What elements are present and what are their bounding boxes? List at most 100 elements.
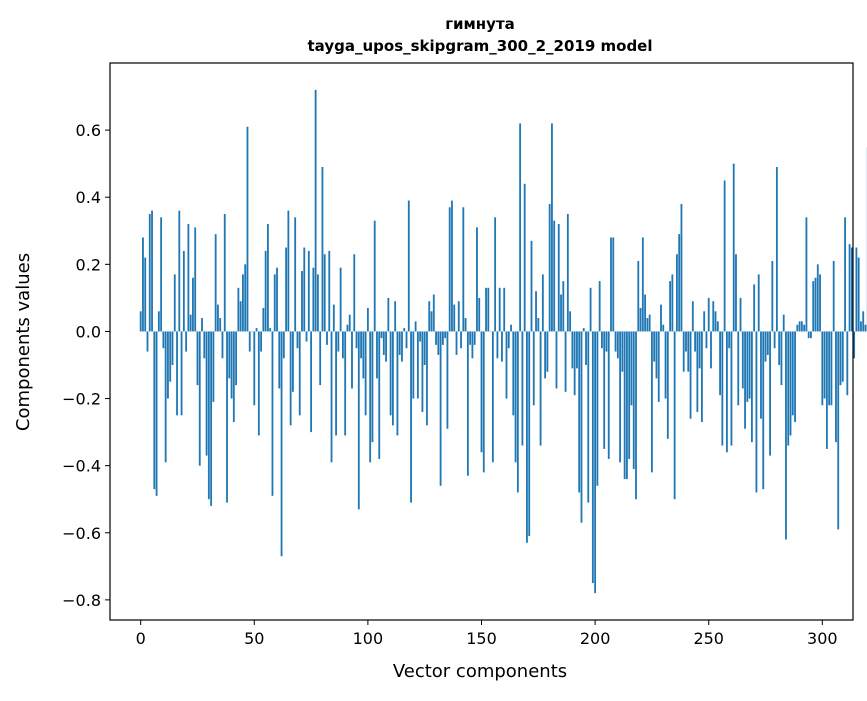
bar-104	[376, 331, 378, 378]
bar-106	[381, 331, 383, 338]
bar-219	[637, 261, 639, 331]
bar-200	[594, 331, 596, 593]
bar-31	[210, 331, 212, 505]
bar-294	[808, 331, 810, 338]
chart-title: гимнута	[445, 15, 515, 33]
bar-56	[267, 224, 269, 331]
bar-111	[392, 331, 394, 425]
bar-64	[285, 248, 287, 332]
bar-209	[615, 331, 617, 351]
bar-77	[315, 90, 317, 332]
bar-2	[144, 258, 146, 332]
bar-223	[646, 318, 648, 331]
bar-226	[653, 331, 655, 361]
bar-84	[331, 331, 333, 462]
bar-179	[546, 331, 548, 371]
bar-156	[494, 217, 496, 331]
bar-4	[149, 214, 151, 331]
bar-290	[799, 321, 801, 331]
bar-237	[678, 234, 680, 331]
bar-249	[706, 331, 708, 348]
bar-129	[433, 295, 435, 332]
bar-273	[760, 331, 762, 418]
x-tick-label: 200	[580, 629, 611, 648]
bar-12	[167, 331, 169, 398]
bar-124	[422, 331, 424, 412]
bar-208	[612, 237, 614, 331]
bar-109	[387, 298, 389, 332]
bar-304	[831, 331, 833, 405]
bar-105	[378, 331, 380, 459]
x-tick-label: 50	[244, 629, 264, 648]
bar-286	[790, 331, 792, 435]
bar-206	[608, 331, 610, 459]
bar-70	[299, 331, 301, 415]
bar-71	[301, 271, 303, 331]
bar-243	[692, 301, 694, 331]
bar-295	[810, 331, 812, 338]
bar-234	[671, 274, 673, 331]
bar-132	[440, 331, 442, 485]
bar-133	[442, 331, 444, 344]
bar-274	[762, 331, 764, 489]
bar-113	[397, 331, 399, 435]
bar-211	[619, 331, 621, 462]
bar-148	[476, 227, 478, 331]
bar-296	[812, 281, 814, 331]
bar-163	[510, 325, 512, 332]
bar-268	[749, 331, 751, 398]
bar-250	[708, 298, 710, 332]
bar-85	[333, 305, 335, 332]
bar-48	[249, 331, 251, 351]
bar-178	[544, 331, 546, 378]
bar-301	[824, 331, 826, 398]
bar-175	[537, 318, 539, 331]
bar-100	[367, 308, 369, 331]
bar-66	[290, 331, 292, 425]
bar-94	[353, 254, 355, 331]
bar-21	[187, 224, 189, 331]
bar-225	[651, 331, 653, 472]
bar-116	[403, 328, 405, 331]
bar-241	[687, 331, 689, 371]
bar-82	[326, 331, 328, 344]
bar-99	[365, 331, 367, 415]
bar-176	[540, 331, 542, 445]
bar-120	[412, 331, 414, 398]
bar-134	[444, 331, 446, 338]
bar-203	[601, 331, 603, 348]
bar-125	[424, 331, 426, 365]
bar-292	[803, 325, 805, 332]
bar-291	[801, 321, 803, 331]
bar-285	[787, 331, 789, 445]
bar-128	[431, 311, 433, 331]
bar-80	[322, 167, 324, 331]
bar-195	[583, 328, 585, 331]
bar-319	[865, 325, 867, 332]
bar-201	[596, 331, 598, 485]
bar-57	[269, 328, 271, 331]
bar-180	[549, 204, 551, 332]
bar-239	[683, 331, 685, 371]
bar-19	[183, 251, 185, 332]
bar-28	[203, 331, 205, 358]
x-tick-label: 150	[466, 629, 497, 648]
bar-151	[483, 331, 485, 472]
bar-271	[756, 331, 758, 492]
bar-190	[571, 331, 573, 368]
bar-16	[176, 331, 178, 415]
bar-143	[465, 318, 467, 331]
bar-93	[351, 331, 353, 388]
bar-199	[592, 331, 594, 583]
bar-26	[199, 331, 201, 465]
bar-117	[406, 331, 408, 348]
bar-123	[419, 331, 421, 341]
bar-186	[562, 281, 564, 331]
x-tick-label: 100	[353, 629, 384, 648]
bar-5	[151, 211, 153, 332]
bar-73	[306, 331, 308, 341]
bar-177	[542, 274, 544, 331]
bar-107	[383, 331, 385, 354]
bar-98	[362, 331, 364, 378]
bar-47	[247, 127, 249, 332]
